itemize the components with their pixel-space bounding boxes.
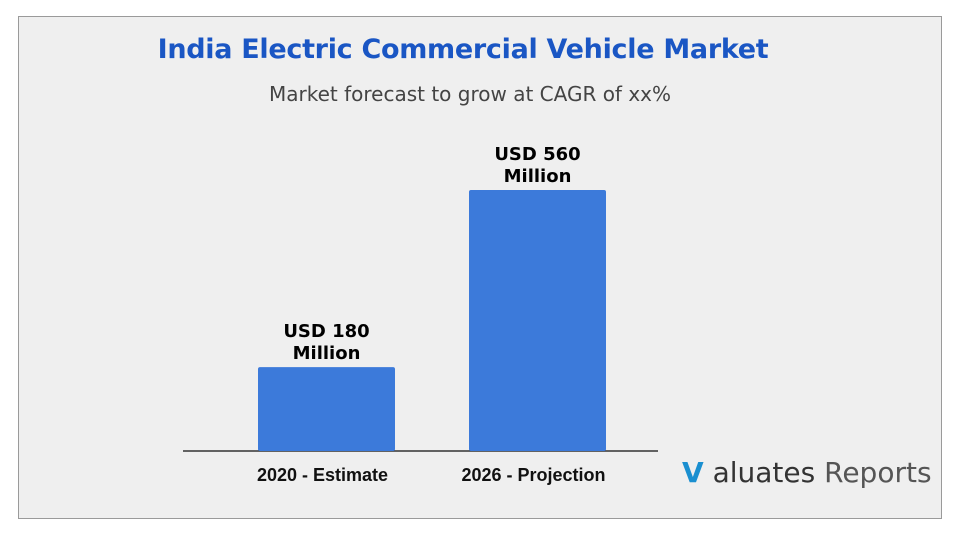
bar-1 [258, 367, 395, 451]
category-label: 2026 - Projection [461, 465, 605, 485]
data-label: USD 560 [494, 144, 580, 165]
valuates-reports-logo: V aluates Reports [682, 456, 932, 489]
logo-brand: aluates [712, 456, 816, 489]
chart-subtitle: Market forecast to grow at CAGR of xx% [268, 82, 672, 106]
category-label: 2020 - Estimate [257, 465, 388, 485]
data-label: Million [293, 343, 361, 364]
data-label: Million [504, 166, 572, 187]
logo-mark: V [682, 456, 704, 489]
logo-suffix: Reports [824, 456, 932, 489]
chart-title: India Electric Commercial Vehicle Market [157, 34, 769, 65]
data-label: USD 180 [283, 321, 369, 342]
bar-2 [469, 190, 606, 451]
